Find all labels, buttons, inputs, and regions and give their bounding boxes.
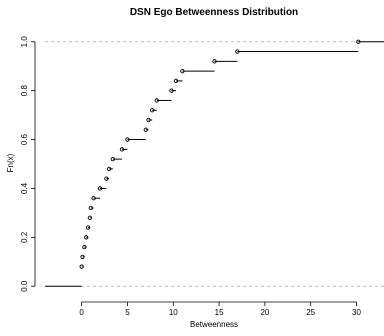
x-tick-label: 25 <box>306 308 315 317</box>
y-tick-label: 1.0 <box>20 36 29 48</box>
data-point <box>97 186 103 191</box>
y-tick-label: 0.6 <box>20 133 29 145</box>
ecdf-points <box>79 39 361 269</box>
chart-title: DSN Ego Betweenness Distribution <box>130 7 298 18</box>
y-tick-label: 0.4 <box>20 182 29 194</box>
x-axis-label: Betweenness <box>190 320 238 329</box>
data-point <box>110 156 115 162</box>
data-point <box>356 39 361 44</box>
x-tick-label: 30 <box>352 308 361 317</box>
x-tick-label: 0 <box>79 308 84 317</box>
y-tick-label: 0.0 <box>20 280 29 292</box>
x-tick-label: 10 <box>169 308 178 317</box>
reference-lines <box>45 41 384 287</box>
data-point <box>87 215 93 220</box>
data-point <box>235 49 240 54</box>
data-point <box>91 196 96 201</box>
data-point <box>146 117 151 123</box>
data-point <box>85 225 91 230</box>
data-point <box>212 59 217 64</box>
data-point <box>173 78 179 84</box>
data-point <box>143 127 148 132</box>
y-tick-label: 0.2 <box>20 231 29 243</box>
data-point <box>106 166 112 172</box>
data-point <box>150 108 155 113</box>
data-point <box>80 254 85 260</box>
data-point <box>88 205 93 211</box>
data-point <box>79 264 84 269</box>
y-axis: 0.0 0.2 0.4 0.6 0.8 1.0 <box>20 36 36 292</box>
x-tick-label: 5 <box>125 308 130 317</box>
x-tick-label: 20 <box>260 308 269 317</box>
data-point <box>154 98 159 103</box>
data-point <box>104 176 109 181</box>
x-tick-label: 15 <box>215 308 224 317</box>
data-point <box>119 147 125 152</box>
y-tick-label: 0.8 <box>20 85 29 97</box>
data-point <box>125 137 130 142</box>
data-point <box>82 244 87 250</box>
data-point <box>169 88 174 93</box>
data-point <box>180 68 185 74</box>
x-axis: 0 5 10 15 20 25 30 <box>79 301 362 317</box>
ecdf-steps <box>45 41 384 287</box>
y-axis-label: Fn(x) <box>6 153 15 172</box>
data-point <box>84 235 89 240</box>
